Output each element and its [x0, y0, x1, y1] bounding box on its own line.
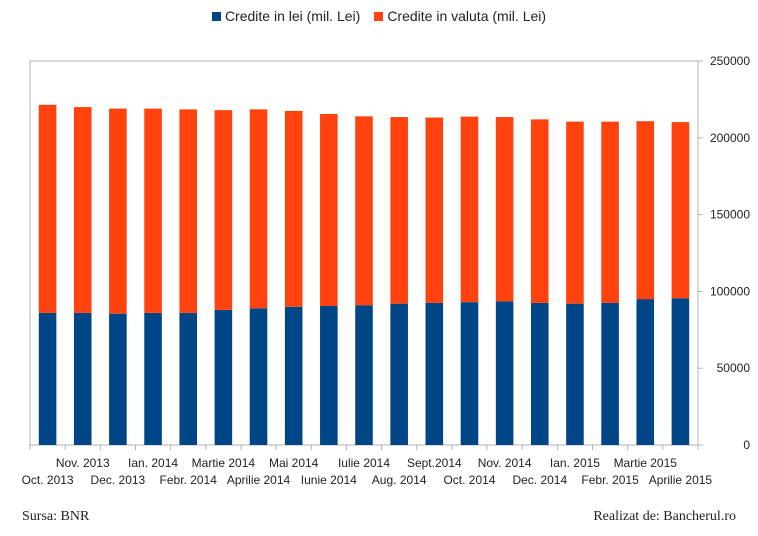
source-note: Sursa: BNR	[22, 509, 90, 524]
bar-valuta-17	[636, 121, 655, 300]
bar-lei-14	[531, 302, 549, 445]
x-tick-label-15: Ian. 2015	[550, 456, 600, 470]
bar-lei-0	[38, 312, 57, 445]
bar-valuta-4	[179, 109, 197, 313]
y-tick-label-0: 0	[743, 438, 750, 452]
credit-note: Realizat de: Bancherul.ro	[593, 509, 736, 524]
y-tick-label-3: 150000	[710, 208, 750, 222]
bar-valuta-18	[671, 122, 690, 299]
x-tick-label-0: Oct. 2013	[22, 473, 74, 487]
y-tick-label-5: 250000	[710, 54, 750, 68]
bar-valuta-12	[460, 116, 479, 303]
bar-lei-2	[109, 313, 127, 445]
legend-item-valuta: Credite in valuta (mil. Lei)	[374, 8, 546, 24]
y-tick-label-1: 50000	[717, 361, 751, 375]
bar-valuta-6	[249, 109, 268, 309]
x-tick-label-13: Nov. 2014	[478, 456, 532, 470]
x-tick-label-18: Aprilie 2015	[649, 473, 713, 487]
legend-label-lei: Credite in lei (mil. Lei)	[224, 8, 361, 24]
y-tick-label-2: 100000	[710, 284, 750, 298]
bar-valuta-15	[566, 121, 584, 304]
x-tick-label-11: Sept.2014	[407, 456, 462, 470]
bar-valuta-0	[38, 104, 57, 313]
bar-lei-4	[179, 312, 197, 445]
x-tick-label-1: Nov. 2013	[56, 456, 110, 470]
x-tick-label-7: Mai 2014	[269, 456, 319, 470]
x-tick-label-4: Febr. 2014	[160, 473, 218, 487]
x-tick-label-10: Aug. 2014	[372, 473, 427, 487]
x-tick-label-3: Ian. 2014	[128, 456, 178, 470]
bar-lei-3	[144, 312, 162, 445]
bar-valuta-5	[214, 110, 233, 310]
bar-valuta-9	[355, 116, 373, 306]
bar-lei-16	[601, 302, 619, 445]
bar-lei-10	[390, 303, 408, 445]
bar-lei-5	[214, 309, 233, 445]
bar-lei-18	[671, 298, 690, 445]
x-tick-label-12: Oct. 2014	[443, 473, 495, 487]
x-tick-label-14: Dec. 2014	[512, 473, 567, 487]
bar-valuta-16	[601, 121, 619, 303]
legend-item-lei: Credite in lei (mil. Lei)	[211, 8, 361, 24]
bar-valuta-7	[284, 110, 303, 307]
bar-lei-12	[460, 302, 479, 445]
legend-swatch-valuta	[374, 11, 384, 21]
bar-lei-9	[355, 305, 373, 445]
x-tick-label-6: Aprilie 2014	[227, 473, 291, 487]
bar-valuta-11	[425, 117, 444, 303]
x-tick-label-9: Iulie 2014	[338, 456, 390, 470]
bar-valuta-8	[320, 113, 338, 306]
bar-valuta-13	[495, 117, 514, 302]
bar-valuta-10	[390, 117, 408, 304]
legend-swatch-lei	[211, 11, 221, 21]
bar-lei-13	[495, 301, 514, 445]
bar-lei-11	[425, 302, 444, 445]
x-tick-label-5: Martie 2014	[192, 456, 256, 470]
x-tick-label-2: Dec. 2013	[91, 473, 146, 487]
bar-valuta-2	[109, 108, 127, 314]
x-tick-label-16: Febr. 2015	[581, 473, 639, 487]
bar-valuta-1	[73, 107, 92, 313]
bar-lei-17	[636, 299, 655, 445]
bar-valuta-14	[531, 119, 549, 303]
legend: Credite in lei (mil. Lei) Credite in val…	[0, 8, 758, 24]
bar-lei-7	[284, 306, 303, 445]
bar-valuta-3	[144, 108, 162, 313]
bar-lei-1	[73, 312, 92, 445]
x-tick-label-17: Martie 2015	[614, 456, 678, 470]
y-tick-label-4: 200000	[710, 131, 750, 145]
x-tick-label-8: Iunie 2014	[301, 473, 357, 487]
bar-lei-15	[566, 303, 584, 445]
legend-label-valuta: Credite in valuta (mil. Lei)	[387, 8, 547, 24]
bar-lei-6	[249, 308, 268, 445]
bar-lei-8	[320, 305, 338, 445]
